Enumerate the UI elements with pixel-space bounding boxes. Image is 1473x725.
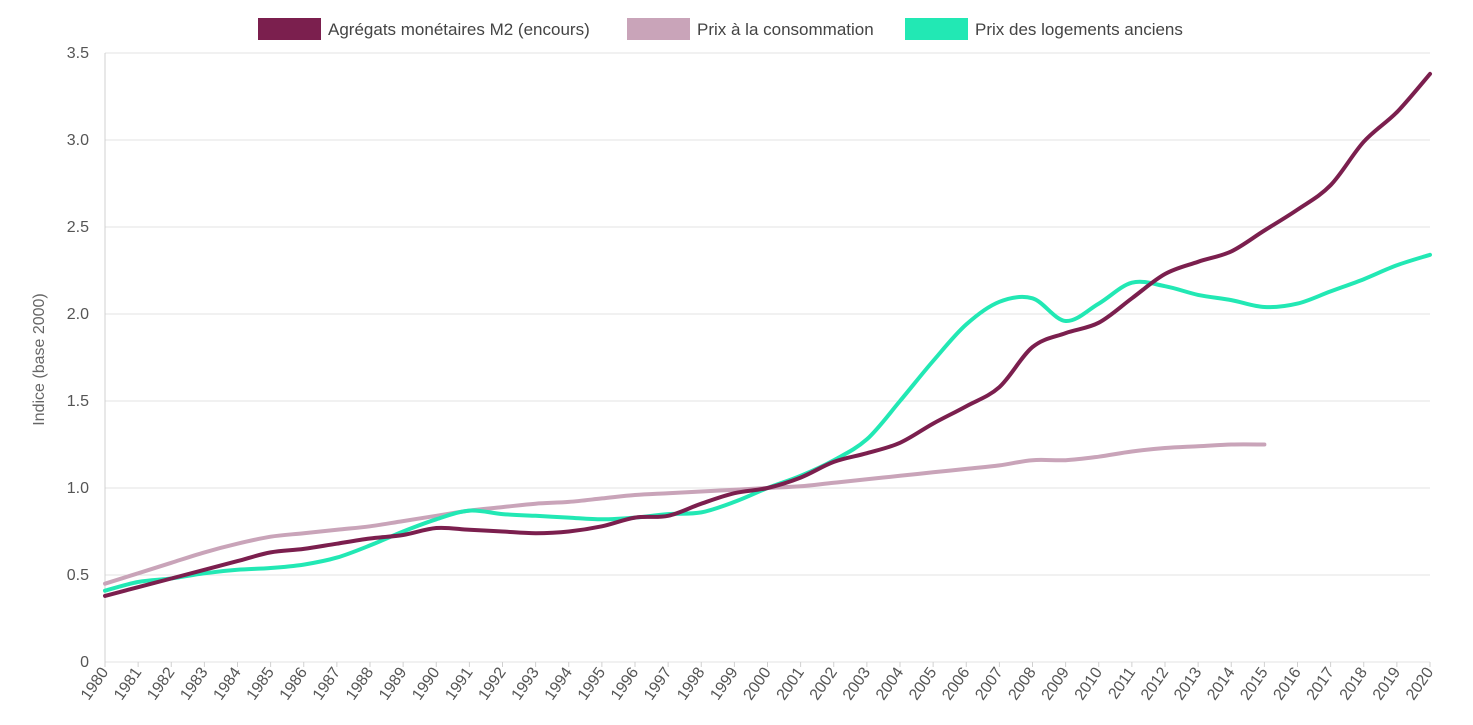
legend-item-1: Prix à la consommation bbox=[627, 18, 874, 40]
x-tick-label: 1985 bbox=[244, 664, 278, 703]
x-tick-label: 1999 bbox=[707, 664, 741, 703]
legend: Agrégats monétaires M2 (encours) Prix à l… bbox=[258, 18, 1183, 40]
x-tick-label: 2006 bbox=[939, 664, 973, 703]
x-tick-label: 1992 bbox=[475, 664, 509, 703]
x-tick-label: 1993 bbox=[509, 664, 543, 703]
x-tick-label: 2003 bbox=[840, 664, 874, 703]
x-tick-label: 1994 bbox=[542, 664, 576, 703]
y-axis-ticks: 0 0.5 1.0 1.5 2.0 2.5 3.0 3.5 bbox=[67, 45, 89, 671]
legend-swatch bbox=[905, 18, 968, 40]
legend-label: Prix des logements anciens bbox=[975, 20, 1183, 39]
x-tick-label: 2005 bbox=[906, 664, 940, 703]
x-tick-label: 1987 bbox=[310, 664, 344, 703]
legend-label: Agrégats monétaires M2 (encours) bbox=[328, 20, 590, 39]
x-tick-label: 2015 bbox=[1237, 664, 1271, 703]
x-tick-label: 1996 bbox=[608, 664, 642, 703]
legend-label: Prix à la consommation bbox=[697, 20, 874, 39]
series-line-0 bbox=[103, 71, 1432, 598]
y-tick-label: 1.5 bbox=[67, 393, 89, 410]
x-tick-label: 2002 bbox=[807, 664, 841, 703]
x-tick-label: 1981 bbox=[111, 664, 145, 703]
x-tick-label: 2018 bbox=[1337, 664, 1371, 703]
x-tick-label: 1988 bbox=[343, 664, 377, 703]
y-tick-label: 3.5 bbox=[67, 45, 89, 62]
x-tick-label: 2001 bbox=[774, 664, 808, 703]
y-tick-label: 3.0 bbox=[67, 132, 89, 149]
x-tick-label: 1990 bbox=[409, 664, 443, 703]
x-tick-label: 2013 bbox=[1171, 664, 1205, 703]
y-tick-label: 0.5 bbox=[67, 567, 89, 584]
x-tick-label: 2000 bbox=[740, 664, 774, 703]
x-tick-label: 2016 bbox=[1270, 664, 1304, 703]
legend-item-2: Prix des logements anciens bbox=[905, 18, 1183, 40]
x-tick-label: 2007 bbox=[972, 664, 1006, 703]
x-tick-label: 2014 bbox=[1204, 664, 1238, 703]
series-line-1 bbox=[103, 442, 1267, 586]
gridlines bbox=[104, 52, 1430, 663]
x-tick-label: 2017 bbox=[1304, 664, 1338, 703]
x-tick-label: 2011 bbox=[1105, 664, 1139, 702]
x-tick-label: 2004 bbox=[873, 664, 907, 703]
x-axis-ticks: 1980198119821983198419851986198719881989… bbox=[78, 662, 1437, 703]
x-tick-label: 1982 bbox=[144, 664, 178, 703]
x-tick-label: 2020 bbox=[1403, 664, 1437, 703]
legend-swatch bbox=[258, 18, 321, 40]
x-tick-label: 1986 bbox=[277, 664, 311, 703]
legend-item-0: Agrégats monétaires M2 (encours) bbox=[258, 18, 590, 40]
y-tick-label: 1.0 bbox=[67, 480, 89, 497]
x-tick-label: 1995 bbox=[575, 664, 609, 703]
x-tick-label: 2012 bbox=[1138, 664, 1172, 703]
y-axis-title: Indice (base 2000) bbox=[31, 293, 48, 426]
y-tick-label: 2.5 bbox=[67, 219, 89, 236]
x-tick-label: 1998 bbox=[674, 664, 708, 703]
x-tick-label: 2008 bbox=[1005, 664, 1039, 703]
legend-swatch bbox=[627, 18, 690, 40]
x-tick-label: 1984 bbox=[210, 664, 244, 703]
x-tick-label: 1983 bbox=[177, 664, 211, 703]
x-tick-label: 2019 bbox=[1370, 664, 1404, 703]
x-tick-label: 1991 bbox=[442, 664, 476, 703]
x-tick-label: 1997 bbox=[641, 664, 675, 703]
series-lines bbox=[103, 71, 1432, 598]
x-tick-label: 1989 bbox=[376, 664, 410, 703]
series-line-2 bbox=[103, 252, 1432, 593]
y-tick-label: 2.0 bbox=[67, 306, 89, 323]
x-tick-label: 2010 bbox=[1072, 664, 1106, 703]
y-tick-label: 0 bbox=[80, 654, 89, 671]
x-tick-label: 2009 bbox=[1039, 664, 1073, 703]
